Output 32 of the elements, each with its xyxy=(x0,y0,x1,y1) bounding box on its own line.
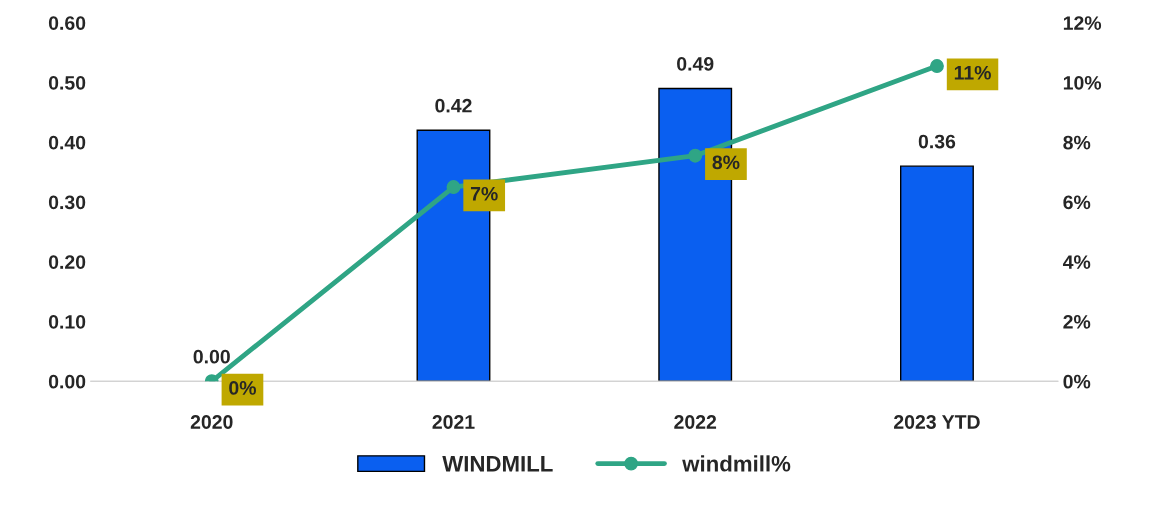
y-tick-label: 0.50 xyxy=(48,75,86,90)
y2-tick-label: 12% xyxy=(1063,16,1102,30)
legend-label: WINDMILL xyxy=(442,456,553,472)
data-label: 7% xyxy=(470,186,498,201)
data-label: 0.42 xyxy=(435,98,472,113)
x-tick-label: 2023 YTD xyxy=(894,415,980,429)
point xyxy=(930,59,944,73)
data-label: 11% xyxy=(954,65,991,80)
y-tick-label: 0.60 xyxy=(48,16,86,30)
x-tick-label: 2020 xyxy=(190,415,233,429)
y-tick-label: 0.10 xyxy=(48,314,86,329)
bar xyxy=(899,165,974,382)
data-label: 0.00 xyxy=(193,349,230,364)
y2-tick-label: 8% xyxy=(1063,135,1091,150)
y-tick-label: 0.20 xyxy=(48,255,86,269)
y-tick-label: 0.40 xyxy=(48,135,86,150)
y-tick-label: 0.00 xyxy=(48,374,86,389)
y2-tick-label: 10% xyxy=(1063,75,1102,90)
y2-tick-label: 6% xyxy=(1063,195,1091,210)
y2-tick-label: 0% xyxy=(1063,374,1091,389)
data-label: 0% xyxy=(229,381,256,395)
data-label: 0.49 xyxy=(677,56,714,71)
y2-tick-label: 2% xyxy=(1063,314,1091,329)
y2-tick-label: 4% xyxy=(1062,255,1091,269)
x-tick-label: 2021 xyxy=(432,415,475,429)
point xyxy=(688,148,703,163)
legend-label: windmill% xyxy=(682,455,791,472)
y-tick-label: 0.30 xyxy=(48,195,86,210)
data-label: 8% xyxy=(712,155,740,170)
point xyxy=(446,180,461,195)
x-tick-label: 2022 xyxy=(674,415,717,429)
data-label: 0.36 xyxy=(918,134,956,149)
